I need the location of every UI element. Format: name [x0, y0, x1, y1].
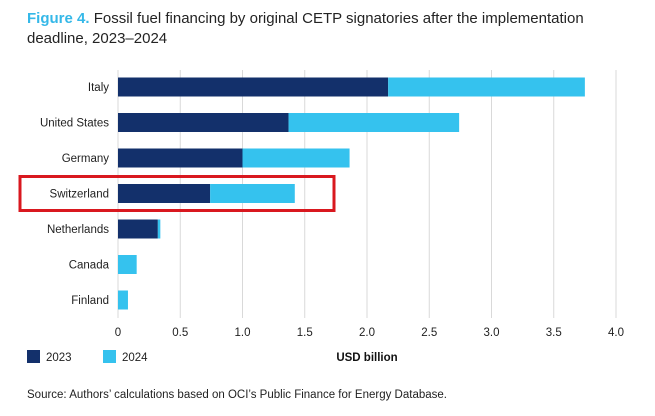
source-note: Source: Authors’ calculations based on O…	[27, 389, 447, 401]
category-label-switzerland: Switzerland	[50, 189, 109, 201]
x-tick-label: 4.0	[608, 327, 624, 339]
x-tick-label: 0	[115, 327, 121, 339]
x-tick-label: 2.0	[359, 327, 375, 339]
category-label-italy: Italy	[88, 82, 109, 94]
bar-2024-italy	[388, 77, 585, 97]
x-tick-label: 0.5	[172, 327, 188, 339]
bar-2023-netherlands	[118, 219, 158, 239]
bar-2024-switzerland	[210, 184, 295, 203]
category-label-finland: Finland	[71, 295, 109, 307]
title-text: Fossil fuel financing by original CETP s…	[27, 10, 584, 47]
highlight-box	[18, 175, 336, 212]
bar-2024-finland	[118, 290, 128, 310]
x-tick-label: 3.5	[546, 327, 562, 339]
bar-2024-united-states	[288, 113, 460, 132]
bar-2023-italy	[118, 77, 389, 97]
bar-2023-united-states	[118, 113, 289, 132]
category-label-canada: Canada	[69, 260, 110, 272]
bar-2023-switzerland	[118, 184, 211, 203]
legend-label-2023: 2023	[46, 352, 72, 364]
legend-swatch-2023	[27, 350, 40, 363]
x-tick-label: 2.5	[421, 327, 437, 339]
legend-swatch-2024	[103, 350, 116, 363]
bar-2024-netherlands	[157, 219, 161, 239]
chart-title: Figure 4. Fossil fuel financing by origi…	[27, 9, 637, 49]
category-label-netherlands: Netherlands	[47, 224, 109, 236]
bar-2023-germany	[118, 148, 243, 168]
x-axis-title: USD billion	[336, 352, 397, 364]
x-tick-label: 3.0	[484, 327, 500, 339]
x-tick-label: 1.0	[235, 327, 251, 339]
bar-2024-germany	[242, 148, 350, 168]
figure-label: Figure 4.	[27, 10, 90, 27]
x-tick-label: 1.5	[297, 327, 313, 339]
bar-2024-canada	[118, 255, 137, 274]
category-label-germany: Germany	[62, 153, 110, 165]
category-label-united-states: United States	[40, 118, 109, 130]
legend-label-2024: 2024	[122, 352, 148, 364]
